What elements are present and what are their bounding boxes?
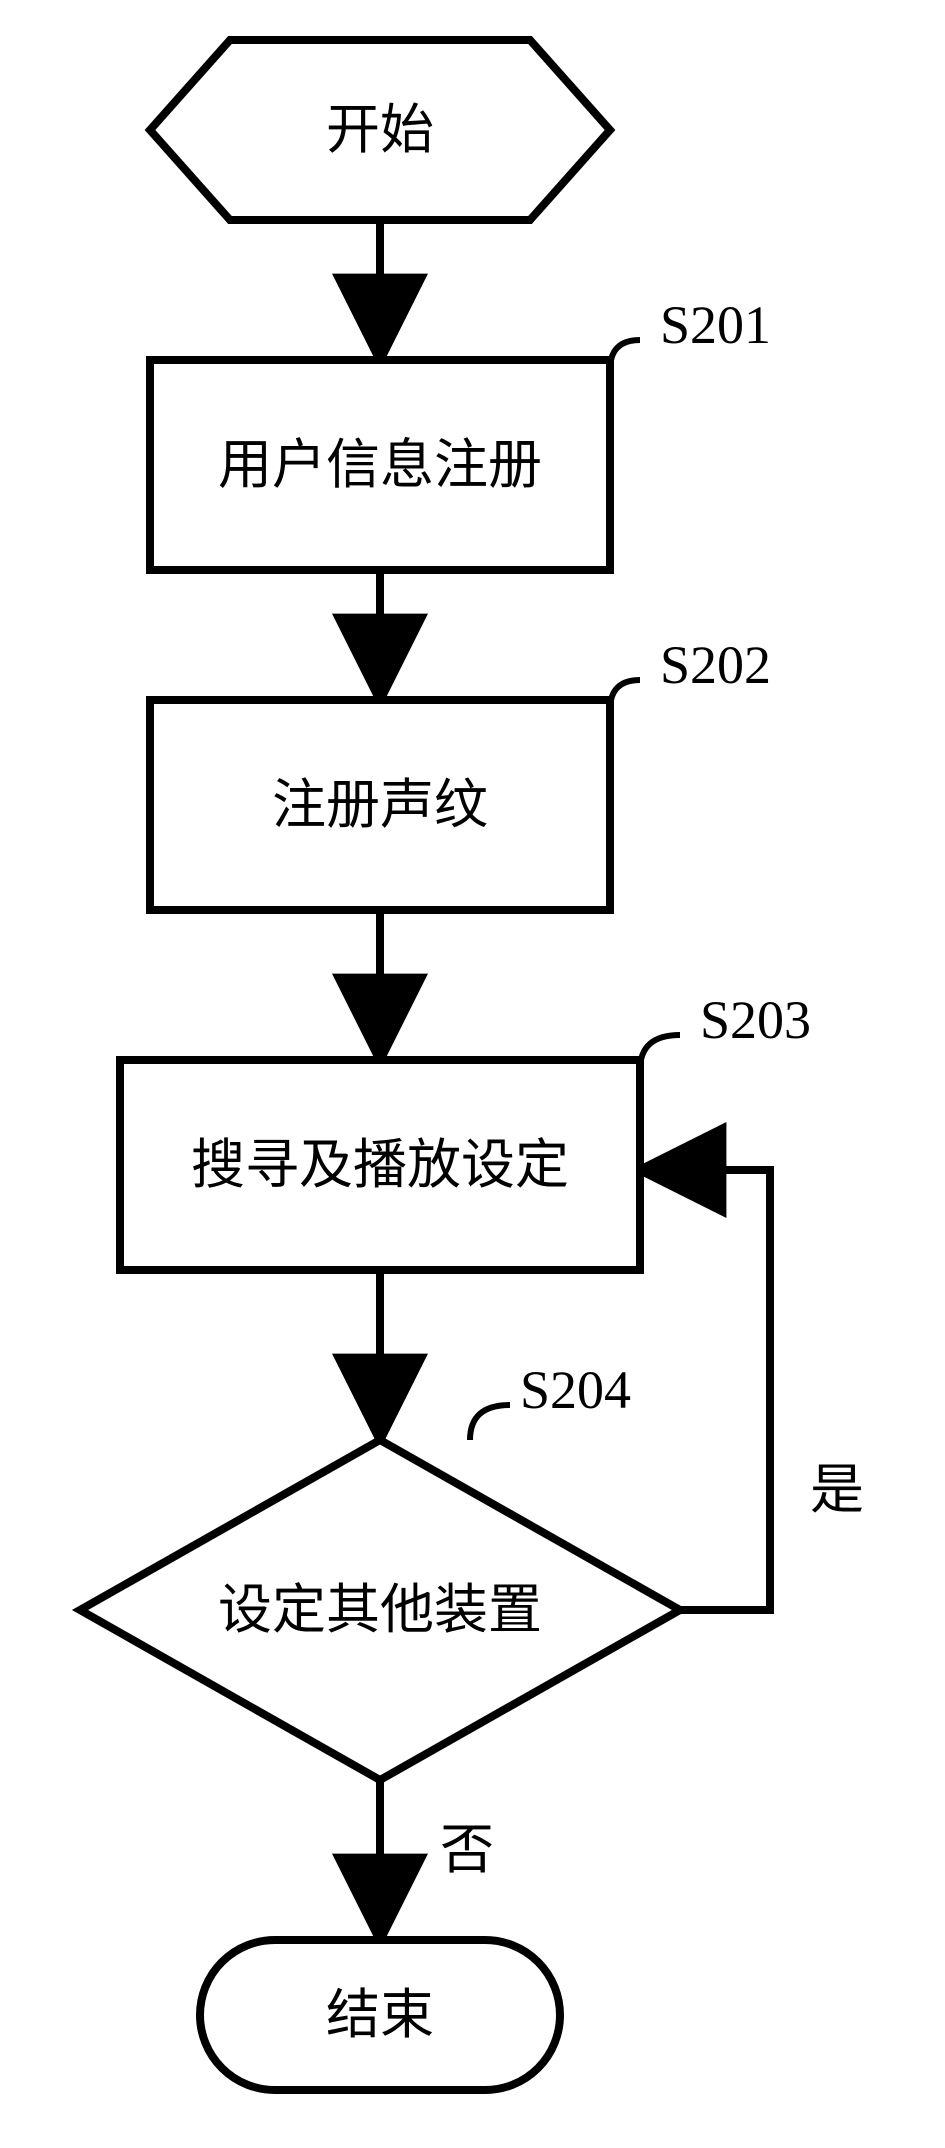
s201-ref: S201: [660, 298, 771, 352]
s202-ref: S202: [660, 638, 771, 692]
s203-text: 搜寻及播放设定: [120, 1138, 640, 1192]
end-label: 结束: [200, 1988, 560, 2042]
s203-ref: S203: [700, 993, 811, 1047]
label-hook-s201: [610, 340, 640, 370]
s204-text: 设定其他装置: [130, 1583, 630, 1637]
edge-yes-label: 是: [810, 1463, 864, 1517]
start-label: 开始: [260, 103, 500, 157]
s204-ref: S204: [520, 1363, 631, 1417]
edge-5: [640, 1170, 770, 1610]
s202-text: 注册声纹: [150, 778, 610, 832]
label-hook-s202: [610, 680, 640, 710]
edge-no-label: 否: [440, 1823, 494, 1877]
label-hook-s204: [470, 1405, 510, 1440]
label-hook-s203: [640, 1035, 680, 1070]
s201-text: 用户信息注册: [150, 438, 610, 492]
